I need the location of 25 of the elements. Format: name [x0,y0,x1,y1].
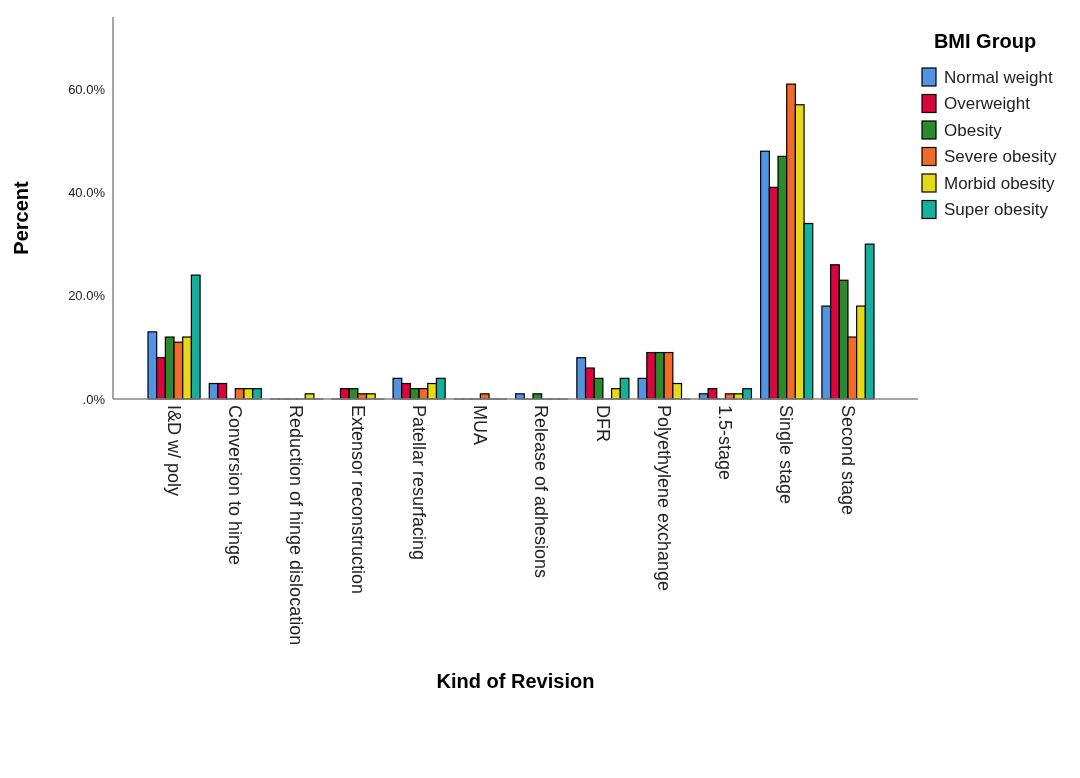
legend-label: Severe obesity [944,147,1057,167]
x-tick-label: Patellar resurfacing [408,405,429,561]
x-tick-label: I&D w/ poly [163,405,184,497]
x-tick-label: Single stage [776,405,797,505]
x-tick-label: Second stage [837,405,858,516]
x-tick-label: MUA [470,405,491,445]
y-tick-label: 60.0% [68,81,106,97]
legend-title: BMI Group [933,30,1037,52]
legend-label: Super obesity [944,200,1049,220]
x-tick-label: DFR [592,405,613,442]
legend-label: Morbid obesity [944,173,1056,193]
x-tick-label: Release of adhesions [531,405,552,579]
y-axis-title: Percent [10,180,32,255]
x-tick-label: 1.5-stage [715,405,736,481]
x-axis-title: Kind of Revision [436,670,595,692]
y-tick-label: 20.0% [68,288,106,304]
y-tick-label: 40.0% [68,185,106,201]
legend-label: Obesity [944,120,1003,140]
legend-label: Normal weight [944,67,1053,87]
x-tick-label: Reduction of hinge dislocation [286,405,307,646]
x-tick-label: Polyethylene exchange [653,405,674,592]
x-tick-label: Extensor reconstruction [347,405,368,595]
legend-label: Overweight [944,94,1031,114]
x-tick-label: Conversion to hinge [225,405,245,566]
y-tick-label: .0% [82,391,106,407]
